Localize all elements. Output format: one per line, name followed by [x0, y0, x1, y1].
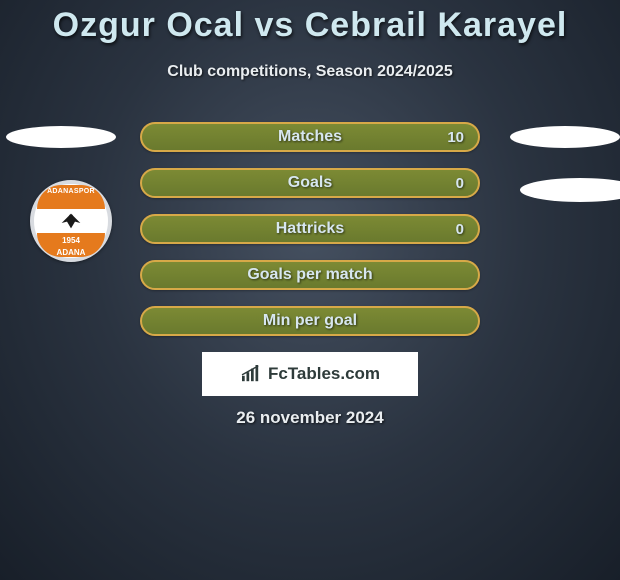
stat-label: Hattricks	[276, 220, 344, 238]
stat-row-gpm: Goals per match	[140, 260, 480, 290]
stat-label: Matches	[278, 128, 342, 146]
stat-label: Goals	[288, 174, 332, 192]
stat-row-goals: Goals 0	[140, 168, 480, 198]
stat-value: 10	[447, 129, 464, 146]
ellipse-right-icon	[510, 126, 620, 148]
brand-box[interactable]: FcTables.com	[202, 352, 418, 396]
badge-top-text: ADANASPOR	[37, 185, 105, 209]
stats-bars: Matches 10 Goals 0 Hattricks 0 Goals per…	[140, 122, 480, 352]
badge-year: 1954	[62, 236, 80, 245]
badge-bottom: 1954 ADANA	[37, 233, 105, 257]
stat-label: Min per goal	[263, 312, 357, 330]
ellipse-right2-icon	[520, 178, 620, 202]
stat-row-hattricks: Hattricks 0	[140, 214, 480, 244]
stat-value: 0	[456, 175, 464, 192]
barchart-icon	[240, 365, 262, 383]
club-badge: ADANASPOR 1954 ADANA	[30, 180, 112, 262]
stat-row-mpg: Min per goal	[140, 306, 480, 336]
stat-value: 0	[456, 221, 464, 238]
date-label: 26 november 2024	[0, 408, 620, 428]
stat-label: Goals per match	[247, 266, 372, 284]
brand-text: FcTables.com	[268, 364, 380, 384]
badge-city: ADANA	[57, 248, 86, 257]
badge-eagle-icon	[37, 209, 105, 233]
page-title: Ozgur Ocal vs Cebrail Karayel	[0, 0, 620, 45]
stat-row-matches: Matches 10	[140, 122, 480, 152]
ellipse-left-icon	[6, 126, 116, 148]
page-subtitle: Club competitions, Season 2024/2025	[0, 63, 620, 81]
